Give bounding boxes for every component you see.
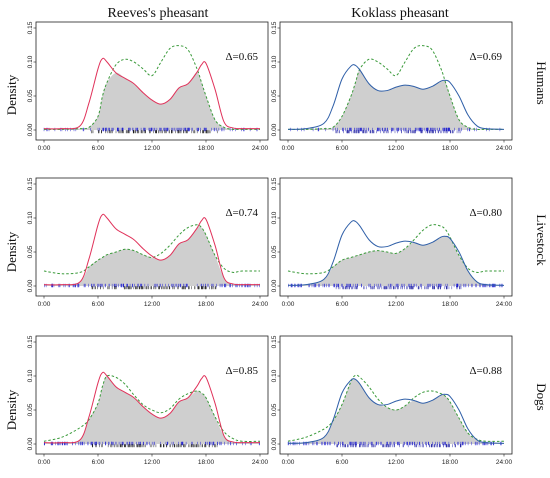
y-tick-label: 0.10 (271, 369, 278, 382)
x-tick-label: 0:00 (38, 459, 51, 466)
x-tick-label: 24:00 (496, 145, 513, 152)
panels-group: 0.00 0.05 0.10 0.15 0:00 6:00 12:00 18:00 24:00 Δ… (27, 21, 513, 466)
y-tick-label: 0.00 (271, 123, 278, 136)
overlap-coefficient-label: Δ=0.80 (469, 207, 502, 219)
y-tick-label: 0.00 (271, 279, 278, 292)
y-tick-label: 0.15 (271, 335, 278, 348)
x-tick-label: 0:00 (282, 301, 295, 308)
x-tick-label: 24:00 (252, 301, 269, 308)
panel-reeves-dogs: 0.00 0.05 0.10 0.15 0:00 6:00 12:00 18:00 24:00 Δ… (27, 335, 269, 466)
x-tick-label: 6:00 (336, 145, 349, 152)
y-tick-label: 0.10 (27, 369, 34, 382)
series-line-livestock (287, 224, 505, 275)
y-tick-label: 0.05 (27, 89, 34, 102)
panel-reeves-livestock: 0.00 0.05 0.10 0.15 0:00 6:00 12:00 18:00 24:00 Δ… (27, 177, 269, 308)
y-tick-label: 0.15 (271, 177, 278, 190)
series-line-species (43, 57, 261, 130)
x-tick-label: 12:00 (388, 145, 405, 152)
x-tick-label: 12:00 (144, 301, 161, 308)
y-tick-label: 0.10 (27, 211, 34, 224)
panel-koklass-dogs: 0.00 0.05 0.10 0.15 0:00 6:00 12:00 18:00 24:00 Δ… (271, 335, 513, 466)
y-tick-label: 0.05 (271, 89, 278, 102)
y-tick-label: 0.00 (27, 123, 34, 136)
x-tick-label: 18:00 (198, 459, 215, 466)
x-tick-label: 6:00 (92, 145, 105, 152)
series-line-species (287, 378, 505, 444)
y-tick-label: 0.15 (27, 335, 34, 348)
series-line-dogs (287, 374, 505, 442)
panel-reeves-humans: 0.00 0.05 0.10 0.15 0:00 6:00 12:00 18:00 24:00 Δ… (27, 21, 269, 152)
x-tick-label: 12:00 (388, 301, 405, 308)
overlap-area (288, 70, 504, 130)
overlap-area (288, 236, 504, 286)
y-tick-label: 0.00 (27, 437, 34, 450)
x-tick-label: 24:00 (496, 459, 513, 466)
series-line-species (287, 220, 505, 286)
x-tick-label: 18:00 (442, 301, 459, 308)
x-tick-label: 18:00 (442, 459, 459, 466)
y-tick-label: 0.05 (27, 245, 34, 258)
series-line-species (43, 213, 261, 286)
x-tick-label: 18:00 (198, 301, 215, 308)
y-tick-label: 0.10 (271, 211, 278, 224)
y-axis-label-row2: Density (4, 231, 19, 272)
overlap-coefficient-label: Δ=0.74 (225, 207, 258, 219)
row-title-livestock: Livestock (534, 214, 549, 266)
x-tick-label: 6:00 (336, 301, 349, 308)
overlap-area (44, 72, 260, 130)
overlap-coefficient-label: Δ=0.65 (225, 51, 258, 63)
x-tick-label: 0:00 (282, 459, 295, 466)
x-tick-label: 0:00 (282, 145, 295, 152)
x-tick-label: 24:00 (252, 459, 269, 466)
y-tick-label: 0.15 (27, 177, 34, 190)
y-tick-label: 0.10 (271, 55, 278, 68)
y-tick-label: 0.10 (27, 55, 34, 68)
y-tick-label: 0.15 (27, 21, 34, 34)
x-tick-label: 24:00 (252, 145, 269, 152)
y-tick-label: 0.15 (271, 21, 278, 34)
overlap-coefficient-label: Δ=0.85 (225, 365, 258, 377)
row-title-dogs: Dogs (534, 383, 549, 410)
x-tick-label: 12:00 (144, 459, 161, 466)
x-tick-label: 6:00 (92, 459, 105, 466)
y-axis-label-row1: Density (4, 74, 19, 115)
x-tick-label: 6:00 (336, 459, 349, 466)
y-tick-label: 0.00 (27, 279, 34, 292)
column-title-koklass: Koklass pheasant (351, 6, 449, 21)
row-title-humans: Humans (534, 61, 549, 104)
series-line-humans (287, 45, 504, 130)
series-line-dogs (43, 374, 261, 442)
x-tick-label: 18:00 (442, 145, 459, 152)
x-tick-label: 12:00 (388, 459, 405, 466)
x-tick-label: 0:00 (38, 301, 51, 308)
overlap-area (288, 378, 504, 444)
overlap-area (44, 226, 260, 286)
y-tick-label: 0.05 (271, 403, 278, 416)
panel-koklass-livestock: 0.00 0.05 0.10 0.15 0:00 6:00 12:00 18:00 24:00 Δ… (271, 177, 513, 308)
y-tick-label: 0.00 (271, 437, 278, 450)
x-tick-label: 12:00 (144, 145, 161, 152)
y-tick-label: 0.05 (27, 403, 34, 416)
series-line-species (287, 64, 505, 130)
series-line-species (43, 371, 261, 444)
y-tick-label: 0.05 (271, 245, 278, 258)
x-tick-label: 18:00 (198, 145, 215, 152)
panel-koklass-humans: 0.00 0.05 0.10 0.15 0:00 6:00 12:00 18:00 24:00 Δ… (271, 21, 513, 152)
x-tick-label: 0:00 (38, 145, 51, 152)
overlap-coefficient-label: Δ=0.88 (469, 365, 502, 377)
y-axis-label-row3: Density (4, 389, 19, 430)
overlap-coefficient-label: Δ=0.69 (469, 51, 502, 63)
x-tick-label: 24:00 (496, 301, 513, 308)
column-title-reeves: Reeves's pheasant (108, 6, 209, 21)
overlap-area (44, 375, 260, 444)
x-tick-label: 6:00 (92, 301, 105, 308)
